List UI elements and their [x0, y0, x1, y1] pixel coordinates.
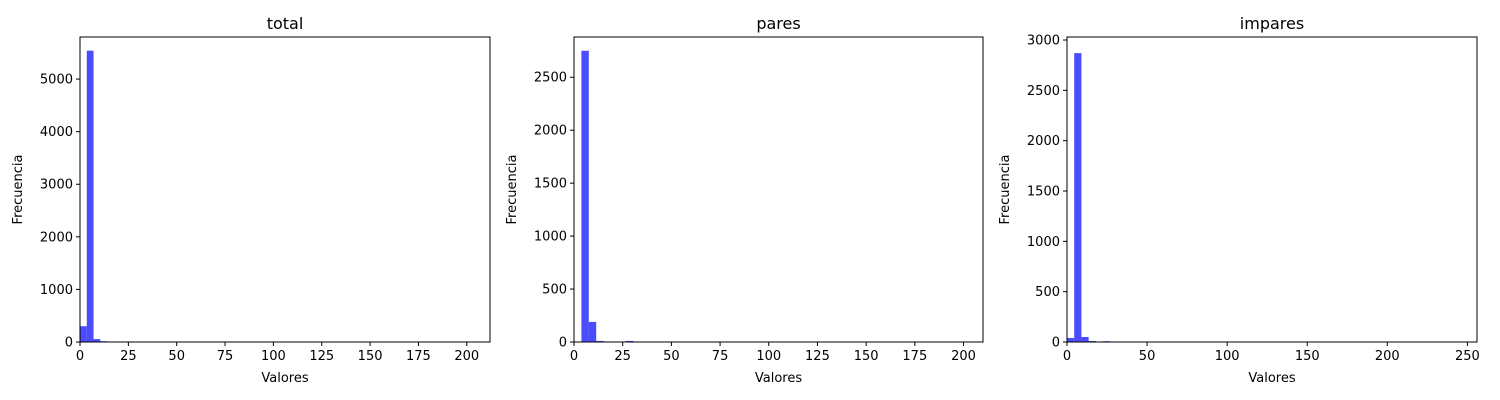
histogram-bar — [1074, 53, 1082, 343]
y-tick-label: 2000 — [40, 230, 73, 245]
x-tick-label: 75 — [712, 349, 729, 364]
y-axis-label: Frecuencia — [505, 155, 520, 225]
x-tick-label: 50 — [168, 349, 185, 364]
y-tick-label: 4000 — [40, 125, 73, 140]
chart-title: impares — [1240, 14, 1304, 33]
y-tick-label: 1000 — [1027, 235, 1060, 250]
x-tick-label: 100 — [261, 349, 286, 364]
y-axis-label: Frecuencia — [11, 155, 26, 225]
y-tick-label: 500 — [542, 283, 567, 298]
y-tick-label: 2500 — [1027, 84, 1060, 99]
x-tick-label: 200 — [1375, 349, 1400, 364]
x-tick-label: 150 — [854, 349, 879, 364]
x-tick-label: 25 — [614, 349, 631, 364]
histogram-bar — [581, 50, 589, 343]
x-tick-label: 200 — [454, 349, 479, 364]
x-tick-label: 0 — [76, 349, 84, 364]
x-axis-label: Valores — [261, 371, 308, 386]
y-axis-label: Frecuencia — [998, 155, 1013, 225]
y-tick-label: 0 — [559, 336, 567, 351]
chart-title: total — [267, 14, 304, 33]
y-tick-label: 500 — [1035, 285, 1060, 300]
x-axis-label: Valores — [755, 371, 802, 386]
axes-frame — [79, 36, 491, 343]
histogram-bar — [625, 340, 634, 342]
y-tick-label: 2000 — [534, 124, 567, 139]
histogram-bar — [588, 321, 597, 342]
axes-frame — [1066, 36, 1478, 343]
x-tick-label: 150 — [358, 349, 383, 364]
histogram-bar — [596, 340, 604, 342]
x-tick-label: 0 — [1063, 349, 1071, 364]
y-tick-label: 0 — [65, 336, 73, 351]
y-tick-label: 2500 — [534, 71, 567, 86]
chart-panel-total: 0 25 50 75 100 125 150 175 200010002000300040005… — [11, 14, 491, 386]
x-tick-label: 100 — [1215, 349, 1240, 364]
histogram-bar — [93, 339, 101, 342]
x-tick-label: 175 — [406, 349, 431, 364]
x-tick-label: 200 — [951, 349, 976, 364]
x-tick-label: 0 — [570, 349, 578, 364]
histogram-bar — [86, 50, 94, 343]
chart-title: pares — [756, 14, 800, 33]
y-tick-label: 1500 — [1027, 185, 1060, 200]
axes-frame — [573, 36, 984, 343]
histogram-bar — [1067, 337, 1075, 342]
x-tick-label: 150 — [1295, 349, 1320, 364]
y-tick-label: 0 — [1052, 336, 1060, 351]
x-tick-label: 50 — [663, 349, 680, 364]
x-tick-label: 250 — [1455, 349, 1480, 364]
y-tick-label: 1500 — [534, 177, 567, 192]
x-tick-label: 125 — [805, 349, 830, 364]
x-tick-label: 50 — [1139, 349, 1156, 364]
histogram-bar — [1081, 336, 1089, 342]
y-tick-label: 3000 — [40, 178, 73, 193]
histogram-bar — [80, 326, 87, 342]
chart-panel-pares: 0 25 50 75 100 125 150 175 200050010001500200025… — [505, 14, 984, 386]
x-tick-label: 100 — [756, 349, 781, 364]
y-tick-label: 1000 — [40, 283, 73, 298]
x-tick-label: 175 — [902, 349, 927, 364]
x-tick-label: 25 — [120, 349, 137, 364]
x-axis-label: Valores — [1248, 371, 1295, 386]
y-tick-label: 1000 — [534, 230, 567, 245]
y-tick-label: 3000 — [1027, 34, 1060, 49]
chart-panel-impares: 0 50 100 150 200 250050010001500200025003000i… — [998, 14, 1480, 386]
y-tick-label: 5000 — [40, 73, 73, 88]
x-tick-label: 125 — [309, 349, 334, 364]
y-tick-label: 2000 — [1027, 134, 1060, 149]
histogram-bar — [1088, 340, 1096, 342]
x-tick-label: 75 — [217, 349, 234, 364]
